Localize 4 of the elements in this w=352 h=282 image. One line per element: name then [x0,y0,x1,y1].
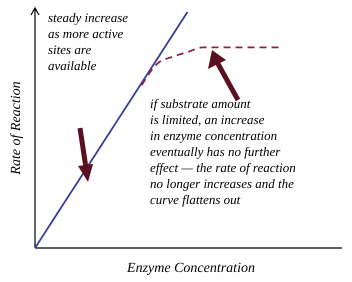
x-axis-title: Enzyme Concentration [126,261,255,276]
y-axis-title: Rate of Reaction [9,81,24,176]
annotation: if substrate amount is limited, an increase in enzyme concentration eventually has no further effect — the rate of reaction no longer increases and the curve flattens out [150,96,296,207]
annotation: steady increase as more active sites are available [48,10,128,73]
